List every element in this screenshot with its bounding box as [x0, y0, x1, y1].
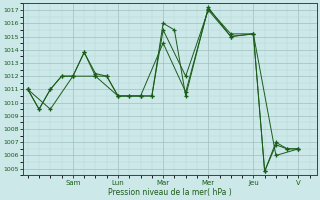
X-axis label: Pression niveau de la mer( hPa ): Pression niveau de la mer( hPa ): [108, 188, 232, 197]
